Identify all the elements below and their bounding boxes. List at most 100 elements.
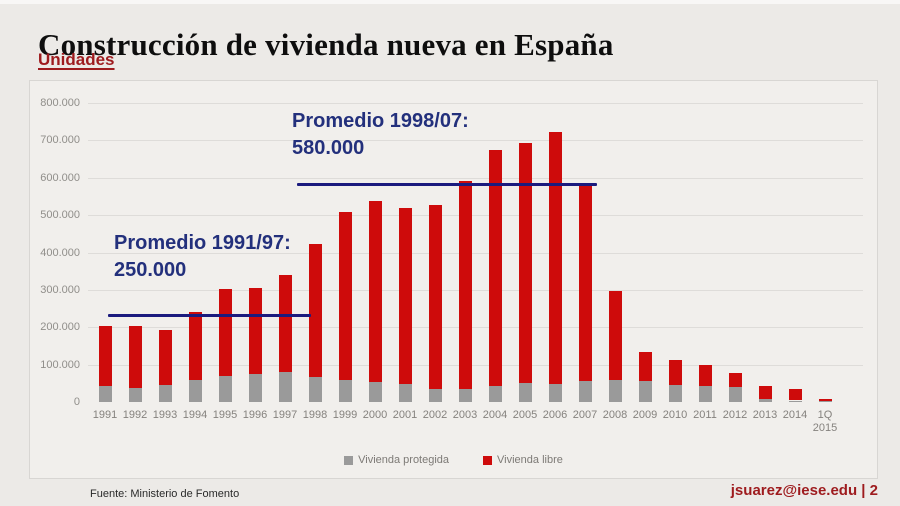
- axis-units-label: Unidades: [38, 50, 115, 69]
- x-tick-label: 2011: [693, 409, 717, 421]
- bar-2004-libre: [488, 149, 502, 386]
- y-tick-label: 300.000: [40, 283, 80, 296]
- bar-1995-libre: [218, 288, 232, 376]
- x-tick-label: 1Q 2015: [812, 409, 838, 434]
- bar-2010-libre: [668, 360, 682, 386]
- x-tick-label: 1992: [122, 409, 148, 421]
- x-tick-label: 2009: [632, 409, 658, 421]
- x-tick-label: 2010: [662, 409, 688, 421]
- legend-label: Vivienda libre: [497, 454, 563, 466]
- gridline: [88, 177, 863, 179]
- gridline: [88, 364, 863, 366]
- x-tick-label: 1996: [242, 409, 268, 421]
- y-tick-label: 700.000: [40, 134, 80, 147]
- y-tick-label: 400.000: [40, 246, 80, 259]
- x-tick-label: 2014: [782, 409, 808, 421]
- bar-2000-libre: [368, 201, 382, 382]
- bar-1995-protegida: [218, 375, 232, 402]
- bar-1992-protegida: [128, 387, 142, 402]
- x-tick-label: 1994: [182, 409, 208, 421]
- bar-1996-libre: [248, 288, 262, 374]
- bar-1996-protegida: [248, 373, 262, 402]
- annotation-promedio-1998-07: Promedio 1998/07: 580.000: [292, 110, 469, 159]
- protegida-swatch-icon: [344, 455, 354, 465]
- x-tick-label: 1991: [92, 409, 118, 421]
- bar-2010-protegida: [668, 385, 682, 402]
- x-tick-label: 1998: [302, 409, 328, 421]
- bar-1Q2015-protegida: [818, 401, 832, 403]
- y-tick-label: 800.000: [40, 97, 80, 109]
- bar-1992-libre: [128, 326, 142, 388]
- y-tick-label: 600.000: [40, 171, 80, 184]
- bar-2014-protegida: [788, 400, 802, 402]
- y-tick-label: 200.000: [40, 321, 80, 334]
- x-tick-label: 2007: [572, 409, 598, 421]
- bar-1999-protegida: [338, 379, 352, 402]
- bar-2002-protegida: [428, 388, 442, 402]
- housing-construction-chart: 0 100.000 200.000 300.000 400.000 500.000 600.…: [29, 80, 878, 479]
- bar-2007-libre: [578, 183, 592, 382]
- bar-2011-protegida: [698, 386, 712, 402]
- bar-2013-libre: [758, 385, 772, 399]
- legend-item-vivienda-protegida: Vivienda protegida: [344, 454, 449, 466]
- bar-2009-protegida: [638, 381, 652, 402]
- bar-1994-protegida: [188, 379, 202, 402]
- bar-2013-protegida: [758, 399, 772, 402]
- average-line-1991-1997: [108, 314, 311, 318]
- bar-2004-protegida: [488, 385, 502, 402]
- bar-2011-libre: [698, 364, 712, 387]
- bar-2002-libre: [428, 204, 442, 389]
- x-tick-label: 2004: [482, 409, 508, 421]
- bar-2001-protegida: [398, 384, 412, 402]
- bar-2008-libre: [608, 290, 622, 381]
- gridline: [88, 327, 863, 329]
- bar-2009-libre: [638, 351, 652, 382]
- bar-2001-libre: [398, 208, 412, 385]
- top-edge-strip: [0, 0, 900, 4]
- bar-1999-libre: [338, 212, 352, 380]
- bar-2003-protegida: [458, 388, 472, 402]
- bar-2012-libre: [728, 373, 742, 388]
- bar-1998-libre: [308, 243, 322, 377]
- x-tick-label: 2008: [602, 409, 628, 421]
- x-tick-label: 2000: [362, 409, 388, 421]
- x-tick-label: 2012: [722, 409, 748, 421]
- bar-1991-protegida: [98, 385, 112, 402]
- bar-2005-libre: [518, 142, 532, 384]
- bar-2007-protegida: [578, 381, 592, 402]
- gridline: [88, 252, 863, 254]
- average-line-1998-2007: [297, 183, 597, 187]
- legend-label: Vivienda protegida: [358, 454, 450, 466]
- y-tick-label: 0: [73, 396, 80, 408]
- libre-swatch-icon: [483, 455, 493, 465]
- bar-1997-protegida: [278, 372, 292, 402]
- bar-1997-libre: [278, 274, 292, 373]
- bar-1993-protegida: [158, 385, 172, 402]
- annotation-promedio-1991-97: Promedio 1991/97: 250.000: [114, 232, 291, 281]
- bar-2006-protegida: [548, 384, 562, 402]
- x-tick-label: 2003: [452, 409, 478, 421]
- source-note: Fuente: Ministerio de Fomento: [90, 488, 240, 500]
- x-tick-label: 1999: [332, 409, 358, 421]
- bar-2005-protegida: [518, 383, 532, 402]
- bar-2000-protegida: [368, 381, 382, 402]
- x-tick-label: 1993: [152, 409, 178, 421]
- bar-1993-libre: [158, 330, 172, 386]
- x-tick-label: 2001: [392, 409, 418, 421]
- bar-2003-libre: [458, 181, 472, 389]
- y-tick-label: 500.000: [40, 209, 80, 222]
- y-tick-label: 100.000: [40, 358, 80, 371]
- gridline: [88, 140, 863, 142]
- x-tick-label: 2002: [422, 409, 448, 421]
- x-tick-label: 2006: [542, 409, 568, 421]
- x-tick-label: 2013: [752, 409, 778, 421]
- gridline: [88, 215, 863, 217]
- bar-1998-protegida: [308, 376, 322, 402]
- x-tick-label: 1995: [212, 409, 238, 421]
- bar-1Q2015-libre: [818, 398, 832, 402]
- page-title: Construcción de vivienda nueva en España: [38, 26, 614, 62]
- gridline: [88, 103, 863, 104]
- bar-1991-libre: [98, 326, 112, 386]
- author-credit: jsuarez@iese.edu | 2: [730, 482, 878, 499]
- bar-2006-libre: [548, 132, 562, 385]
